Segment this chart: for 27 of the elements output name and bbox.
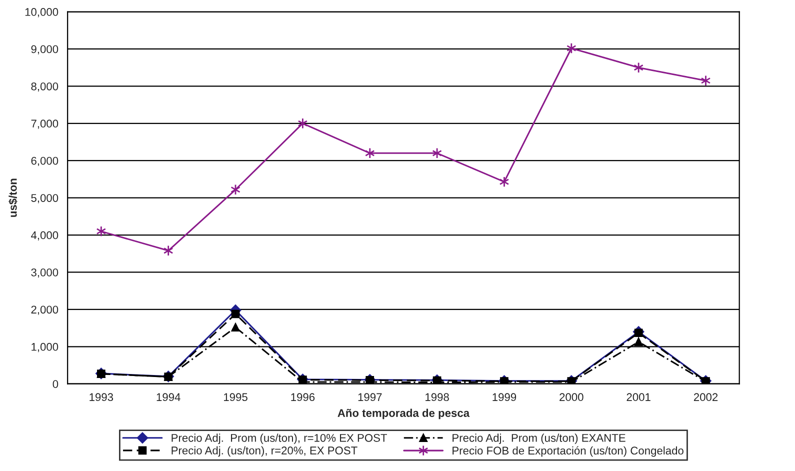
y-tick-label: 1,000 [32,342,58,352]
y-tick-label: 6,000 [31,156,58,166]
y-tick-label: 3,000 [31,268,58,278]
legend-label: Precio Adj. Prom (us/ton) EXANTE [452,434,626,444]
legend-label: Precio Adj. (us/ton), r=20%, EX POST [172,446,358,457]
x-tick-label: 1997 [358,393,382,402]
x-tick-label: 2000 [560,393,584,402]
x-axis-title: Año temporada de pesca [338,408,470,420]
x-tick-label: 1999 [492,393,516,402]
y-tick-label: 2,000 [31,306,58,315]
y-tick-label: 9,000 [31,45,58,54]
x-tick-label: 2002 [694,393,718,402]
y-tick-label: 7,000 [31,120,58,129]
x-tick-label: 1995 [224,393,248,402]
y-tick-label: 5,000 [31,194,58,204]
legend-label: Precio FOB de Exportación (us/ton) Congelado [452,446,684,457]
x-tick-label: 1994 [156,393,180,402]
y-tick-label: 0 [52,380,58,388]
x-tick-label: 2001 [626,393,650,402]
y-tick-label: 4,000 [31,231,58,240]
y-tick-label: 8,000 [31,82,58,92]
x-tick-label: 1998 [426,393,449,402]
y-axis-title: us$/ton [8,178,18,217]
x-tick-label: 1993 [90,393,114,402]
legend-label: Precio Adj. Prom (us/ton), r=10% EX POST [172,434,387,444]
y-tick-label: 10,000 [25,8,58,18]
x-tick-label: 1996 [291,393,315,402]
